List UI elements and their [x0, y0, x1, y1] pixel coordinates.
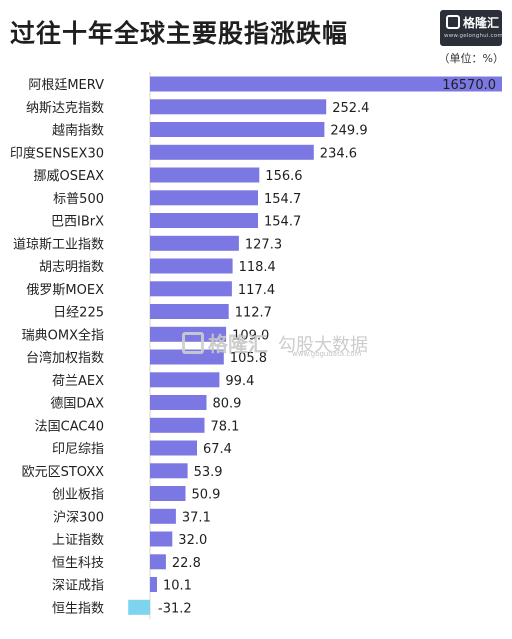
watermark-sub: 勾股大数据	[278, 335, 368, 356]
bar	[150, 122, 325, 137]
value-label: 118.4	[239, 260, 276, 275]
value-label: 127.3	[245, 237, 282, 252]
bar	[150, 349, 224, 365]
bar	[150, 417, 205, 433]
value-label: 53.9	[194, 465, 223, 480]
value-label: 109.0	[232, 328, 269, 343]
gelonghui-logo-icon	[446, 15, 460, 29]
value-label: 117.4	[238, 283, 275, 298]
category-label: 印度SENSEX30	[10, 145, 104, 161]
value-label: 249.9	[330, 124, 367, 139]
value-label: 22.8	[172, 556, 201, 571]
bar	[150, 463, 188, 479]
chart-title: 过往十年全球主要股指涨跌幅	[10, 19, 349, 48]
bar	[150, 372, 220, 388]
value-label: 37.1	[182, 510, 211, 525]
category-label: 荷兰AEX	[52, 374, 104, 389]
bar	[150, 167, 260, 183]
bar	[150, 577, 157, 592]
bar	[150, 144, 314, 160]
category-label: 德国DAX	[50, 397, 104, 412]
category-label: 恒生指数	[52, 601, 104, 616]
bar	[150, 281, 232, 297]
category-label: 沪深300	[53, 509, 104, 525]
bar	[150, 440, 197, 456]
category-label: 巴西IBrX	[51, 215, 104, 230]
category-label: 深证成指	[52, 579, 104, 594]
category-label: 法国CAC40	[35, 419, 104, 434]
category-label: 创业板指	[52, 488, 104, 503]
bar	[150, 531, 173, 547]
category-label: 印尼综指	[52, 442, 104, 457]
bar	[150, 258, 233, 274]
category-label: 道琼斯工业指数	[13, 237, 104, 252]
bar	[150, 304, 229, 319]
bar	[128, 599, 150, 615]
category-label: 挪威OSEAX	[34, 169, 105, 184]
value-label: 105.8	[230, 351, 267, 366]
unit-label: （单位：%）	[438, 52, 504, 65]
value-label: 32.0	[178, 533, 207, 548]
category-label: 上证指数	[52, 533, 104, 548]
category-label: 越南指数	[52, 123, 104, 139]
value-label: 80.9	[213, 397, 242, 412]
bar	[150, 76, 502, 92]
category-label: 欧元区STOXX	[22, 465, 104, 480]
value-label: -31.2	[158, 601, 192, 616]
category-label: 纳斯达克指数	[26, 101, 104, 116]
value-label: 10.1	[163, 579, 192, 594]
value-label: 252.4	[332, 101, 369, 116]
bar	[150, 554, 166, 570]
watermark-name: 格隆汇	[208, 332, 268, 356]
logo-url: www.gelonghui.com	[444, 33, 503, 39]
bar	[150, 190, 258, 206]
gelonghui-logo: 格隆汇 www.gelonghui.com	[440, 10, 503, 46]
value-label: 154.7	[264, 192, 301, 207]
value-label: 99.4	[225, 374, 254, 389]
watermark: 格隆汇 勾股大数据 www.gogudata.com	[182, 328, 368, 358]
category-label: 胡志明指数	[39, 260, 104, 275]
category-label: 阿根廷MERV	[28, 78, 104, 93]
category-label: 俄罗斯MOEX	[26, 283, 104, 298]
bar	[150, 395, 207, 410]
value-label: 67.4	[203, 442, 232, 457]
category-label: 日经225	[53, 306, 104, 321]
bar	[150, 508, 176, 524]
category-label: 恒生科技	[52, 556, 104, 571]
category-label: 台湾加权指数	[26, 350, 104, 366]
bar	[150, 99, 327, 115]
value-label: 234.6	[320, 146, 357, 161]
value-label: 50.9	[192, 488, 221, 503]
value-label: 154.7	[264, 215, 301, 230]
value-label: 16570.0	[442, 78, 496, 93]
bar	[150, 213, 258, 228]
logo-name: 格隆汇	[463, 16, 500, 30]
category-label: 标普500	[53, 192, 104, 207]
watermark-url: www.gogudata.com	[292, 350, 362, 358]
value-label: 156.6	[265, 169, 302, 184]
value-label: 78.1	[211, 419, 240, 434]
category-label: 瑞典OMX全指	[22, 327, 104, 343]
bar	[150, 235, 239, 251]
value-label: 112.7	[235, 306, 272, 321]
bar	[150, 486, 186, 501]
watermark-logo-icon	[182, 332, 204, 354]
